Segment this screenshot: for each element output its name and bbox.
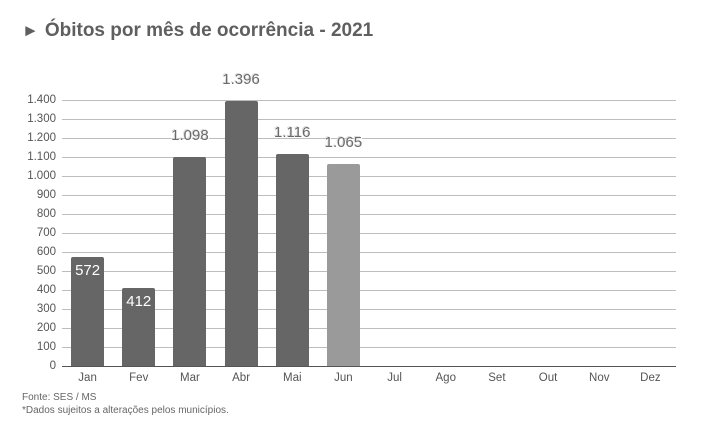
gridline bbox=[62, 271, 676, 272]
gridline bbox=[62, 157, 676, 158]
y-axis-tick: 700 bbox=[36, 227, 56, 239]
gridline bbox=[62, 328, 676, 329]
y-axis-tick: 0 bbox=[49, 360, 56, 372]
gridline bbox=[62, 176, 676, 177]
x-axis-tick: Jan bbox=[78, 372, 97, 384]
bar-fev bbox=[122, 287, 156, 366]
x-axis-tick: Mai bbox=[282, 372, 302, 384]
source-text: Fonte: SES / MS bbox=[22, 392, 97, 403]
gridline bbox=[62, 233, 676, 234]
data-label: 1.116 bbox=[274, 123, 311, 141]
x-axis-line bbox=[62, 366, 676, 367]
triangle-right-icon: ► bbox=[22, 21, 39, 40]
y-axis-tick: 900 bbox=[36, 189, 56, 201]
gridline bbox=[62, 214, 676, 215]
gridline bbox=[62, 309, 676, 310]
x-axis-tick: Ago bbox=[435, 372, 456, 384]
gridline bbox=[62, 290, 676, 291]
y-axis-tick: 200 bbox=[36, 322, 56, 334]
note-text: *Dados sujeitos a alterações pelos munic… bbox=[22, 405, 229, 416]
bar-mar bbox=[173, 157, 207, 366]
y-axis-tick: 100 bbox=[36, 341, 56, 353]
chart-source: Fonte: SES / MS *Dados sujeitos a altera… bbox=[22, 391, 229, 417]
gridline bbox=[62, 252, 676, 253]
gridline bbox=[62, 138, 676, 139]
chart-title-text: Óbitos por mês de ocorrência - 2021 bbox=[44, 20, 374, 41]
y-axis-tick: 1.400 bbox=[27, 94, 56, 106]
data-label: 1.065 bbox=[324, 133, 363, 151]
x-axis-tick: Jun bbox=[334, 372, 353, 384]
bar-jun bbox=[326, 163, 360, 366]
x-axis-tick: Jul bbox=[387, 372, 402, 384]
x-axis-tick: Nov bbox=[589, 372, 610, 384]
gridline bbox=[62, 119, 676, 120]
x-axis-tick: Abr bbox=[232, 372, 251, 384]
gridline bbox=[62, 347, 676, 348]
y-axis-tick: 600 bbox=[36, 246, 56, 258]
x-axis-tick: Dez bbox=[640, 372, 661, 384]
y-axis-tick: 1.100 bbox=[27, 151, 56, 163]
y-axis-tick: 500 bbox=[36, 265, 56, 277]
data-label: 572 bbox=[75, 262, 101, 280]
data-label: 1.396 bbox=[222, 70, 260, 88]
y-axis-tick: 400 bbox=[36, 284, 56, 296]
gridline bbox=[62, 100, 676, 101]
y-axis-tick: 1.200 bbox=[27, 132, 56, 144]
bar-mai bbox=[275, 153, 309, 366]
bar-jan bbox=[71, 257, 105, 366]
y-axis-tick: 800 bbox=[36, 208, 56, 220]
data-label: 1.098 bbox=[171, 127, 209, 145]
x-axis-tick: Out bbox=[538, 372, 558, 384]
x-axis-tick: Fev bbox=[129, 372, 149, 384]
data-label: 412 bbox=[126, 292, 152, 310]
gridline bbox=[62, 195, 676, 196]
chart-title: ► Óbitos por mês de ocorrência - 2021 bbox=[22, 20, 373, 42]
y-axis-tick: 1.000 bbox=[27, 170, 56, 182]
bar-abr bbox=[224, 100, 258, 366]
x-axis-tick: Mar bbox=[180, 372, 200, 384]
x-axis-tick: Set bbox=[488, 372, 506, 384]
y-axis-tick: 300 bbox=[36, 303, 56, 315]
y-axis-tick: 1.300 bbox=[27, 113, 56, 125]
